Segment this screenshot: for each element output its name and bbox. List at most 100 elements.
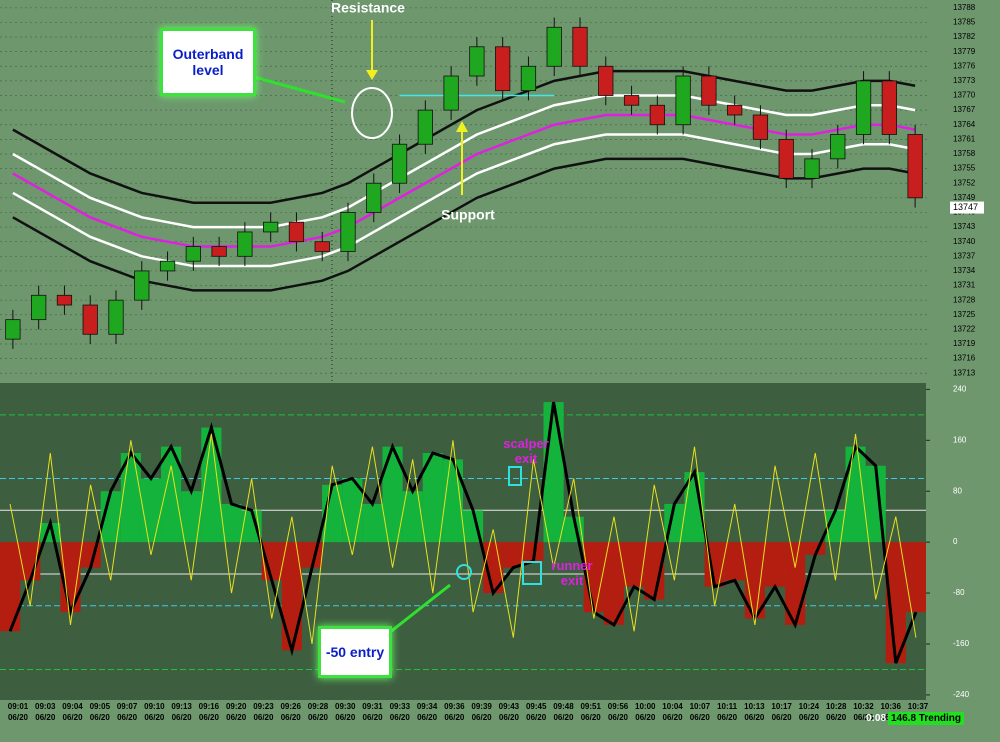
band-line xyxy=(12,133,916,268)
x-date-label: 06/20 xyxy=(744,713,765,722)
x-date-label: 06/20 xyxy=(308,713,329,722)
candle-body xyxy=(649,104,665,126)
x-tick-label: 09:26 xyxy=(280,702,301,711)
histogram-bar xyxy=(905,542,926,613)
annotation: scalper exit xyxy=(503,436,549,466)
candle-body xyxy=(340,212,356,252)
x-tick-label: 09:43 xyxy=(499,702,520,711)
x-tick-label: 09:28 xyxy=(308,702,329,711)
y-tick-label: 160 xyxy=(953,435,967,444)
x-date-label: 06/20 xyxy=(581,713,602,722)
y-tick-label: 13770 xyxy=(953,91,976,100)
x-tick-label: 09:13 xyxy=(171,702,192,711)
histogram-bar xyxy=(261,542,282,581)
x-date-label: 06/20 xyxy=(117,713,138,722)
candle-body xyxy=(469,46,485,77)
x-tick-label: 10:28 xyxy=(826,702,847,711)
histogram-bar xyxy=(503,542,524,568)
candle-body xyxy=(598,65,614,96)
candle-body xyxy=(82,304,98,335)
x-date-label: 06/20 xyxy=(253,713,274,722)
candle-body xyxy=(237,231,253,257)
candle-body xyxy=(108,299,124,335)
x-tick-label: 09:45 xyxy=(526,702,547,711)
x-tick-label: 09:04 xyxy=(62,702,83,711)
histogram-bar xyxy=(281,542,302,651)
x-date-label: 06/20 xyxy=(8,713,29,722)
candle-body xyxy=(417,109,433,145)
candle-body xyxy=(520,65,537,92)
histogram-outline xyxy=(8,401,918,664)
candle-body xyxy=(881,80,897,135)
candle-body xyxy=(314,241,330,252)
x-date-label: 06/20 xyxy=(853,713,874,722)
histogram-bar xyxy=(744,542,765,619)
x-tick-label: 10:24 xyxy=(799,702,820,711)
x-date-label: 06/20 xyxy=(144,713,165,722)
x-tick-label: 09:51 xyxy=(580,702,601,711)
candle-body xyxy=(288,221,305,243)
candle-body xyxy=(623,95,640,106)
x-date-label: 06/20 xyxy=(663,713,684,722)
y-tick-label: 13713 xyxy=(953,368,976,377)
histogram-bar xyxy=(140,478,162,543)
x-date-label: 06/20 xyxy=(417,713,438,722)
histogram-bar xyxy=(181,491,202,543)
candle-body xyxy=(907,134,923,199)
y-tick-label: 240 xyxy=(953,384,967,393)
candle-body xyxy=(56,294,73,306)
histogram-bar xyxy=(624,542,645,587)
histogram-bar xyxy=(422,453,443,543)
candle-body xyxy=(185,246,201,262)
x-tick-label: 10:37 xyxy=(908,702,929,711)
y-tick-label: 13758 xyxy=(953,149,976,158)
x-date-label: 06/20 xyxy=(635,713,656,722)
histogram-bar xyxy=(221,503,242,543)
x-tick-label: 09:36 xyxy=(444,702,465,711)
x-date-label: 06/20 xyxy=(390,713,411,722)
x-date-label: 06/20 xyxy=(226,713,247,722)
last-price-label: 13747 xyxy=(953,202,978,212)
y-tick-label: 13734 xyxy=(953,266,976,275)
y-tick-label: 13728 xyxy=(953,295,976,304)
annotation: -50 entry xyxy=(325,644,385,660)
x-date-label: 06/20 xyxy=(199,713,220,722)
x-date-label: 06/20 xyxy=(690,713,711,722)
x-tick-label: 09:30 xyxy=(335,702,356,711)
x-tick-label: 09:20 xyxy=(226,702,247,711)
x-date-label: 06/20 xyxy=(281,713,302,722)
histogram-bar xyxy=(362,503,383,543)
candle-body xyxy=(855,80,872,135)
candle-body xyxy=(391,143,408,184)
candle-body xyxy=(263,221,279,233)
y-tick-label: 13740 xyxy=(953,237,976,246)
x-tick-label: 09:23 xyxy=(253,702,274,711)
exit-marker xyxy=(522,561,542,585)
candle-body xyxy=(5,319,21,340)
x-date-label: 06/20 xyxy=(363,713,384,722)
y-tick-label: 13716 xyxy=(953,354,976,363)
x-date-label: 06/20 xyxy=(826,713,847,722)
last-price-box xyxy=(950,201,984,214)
histogram-bar xyxy=(724,542,745,581)
x-tick-label: 10:07 xyxy=(690,702,711,711)
price-panel: 13788 13785 13782 13779 13776 13773 13770 13767… xyxy=(0,3,984,377)
x-date-label: 06/20 xyxy=(172,713,193,722)
y-tick-label: -240 xyxy=(953,690,970,699)
candle-body xyxy=(31,294,47,321)
histogram-bar xyxy=(402,491,423,543)
y-tick-label: 13767 xyxy=(953,105,976,114)
y-tick-label: 13731 xyxy=(953,281,976,290)
histogram-bar xyxy=(644,542,665,600)
candle-body xyxy=(830,134,846,160)
y-tick-label: -80 xyxy=(953,588,965,597)
status-time: 0:08 xyxy=(866,713,887,724)
x-date-label: 06/20 xyxy=(335,713,356,722)
candle-body xyxy=(804,158,820,179)
y-tick-label: 80 xyxy=(953,486,962,495)
candle-body xyxy=(572,26,588,67)
candle-body xyxy=(701,75,717,106)
x-tick-label: 10:00 xyxy=(635,702,656,711)
